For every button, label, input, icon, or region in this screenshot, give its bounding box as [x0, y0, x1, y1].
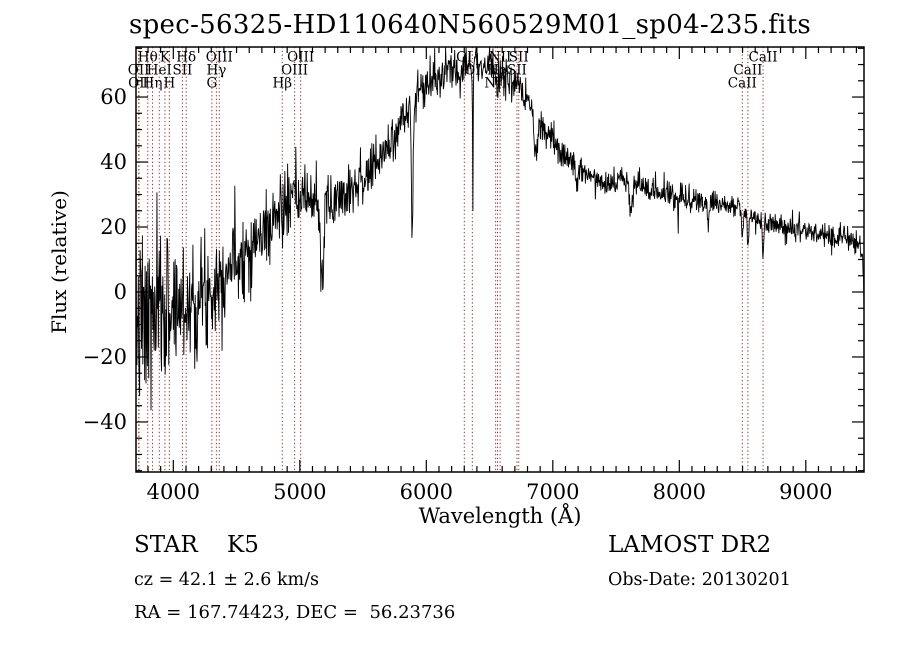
line-marker-label: Hδ — [176, 50, 196, 66]
line-marker-label: SII — [172, 63, 192, 79]
line-marker-label: CaII — [728, 76, 757, 92]
axis-ticks — [136, 47, 864, 472]
x-tick-label: 7000 — [526, 480, 579, 504]
line-marker-label: G — [207, 76, 218, 92]
y-tick-labels: 60 40 20 0 −20 −40 — [83, 85, 127, 434]
line-marker-label: Hθ — [138, 50, 158, 66]
line-marker-label: CaII — [749, 50, 778, 66]
x-tick-label: 5000 — [273, 480, 326, 504]
object-class-label: STAR K5 — [134, 532, 259, 558]
line-marker-label: SII — [509, 50, 529, 66]
survey-release-label: LAMOST DR2 — [608, 532, 772, 558]
line-marker-label: OIII — [206, 50, 233, 66]
x-tick-label: 8000 — [653, 480, 706, 504]
line-marker-label: CaII — [733, 63, 762, 79]
obs-date-label: Obs-Date: 20130201 — [608, 570, 791, 590]
line-marker-label: OIII — [281, 63, 308, 79]
y-tick-label: −40 — [83, 410, 127, 434]
line-marker-label: OII — [128, 76, 150, 92]
x-tick-labels: 4000 5000 6000 7000 8000 9000 — [147, 480, 833, 504]
x-tick-label: 9000 — [779, 480, 832, 504]
line-marker-label: SII — [507, 63, 527, 79]
line-marker-label: OIII — [287, 50, 314, 66]
line-marker-label: H — [163, 76, 175, 92]
y-tick-label: 40 — [100, 150, 127, 174]
y-tick-label: −20 — [83, 345, 127, 369]
y-tick-label: 60 — [100, 85, 127, 109]
x-tick-label: 4000 — [147, 480, 200, 504]
line-marker-label: K — [160, 50, 171, 66]
y-tick-label: 20 — [100, 215, 127, 239]
line-marker-label: HeI — [147, 63, 172, 79]
line-marker-label: OII — [128, 63, 150, 79]
radial-velocity-label: cz = 42.1 ± 2.6 km/s — [134, 570, 320, 590]
line-marker-label: Hβ — [272, 76, 292, 92]
line-marker-label: Hγ — [206, 63, 226, 79]
x-axis-title: Wavelength (Å) — [418, 504, 582, 528]
ra-dec-label: RA = 167.74423, DEC = 56.23736 — [134, 602, 456, 623]
spectrum-curve — [136, 47, 864, 411]
spectrum-title: spec-56325-HD110640N560529M01_sp04-235.f… — [128, 10, 812, 40]
y-tick-label: 0 — [114, 280, 127, 304]
y-axis-title: Flux (relative) — [47, 190, 71, 334]
line-marker-label: Hη — [143, 76, 163, 92]
x-tick-label: 6000 — [400, 480, 453, 504]
